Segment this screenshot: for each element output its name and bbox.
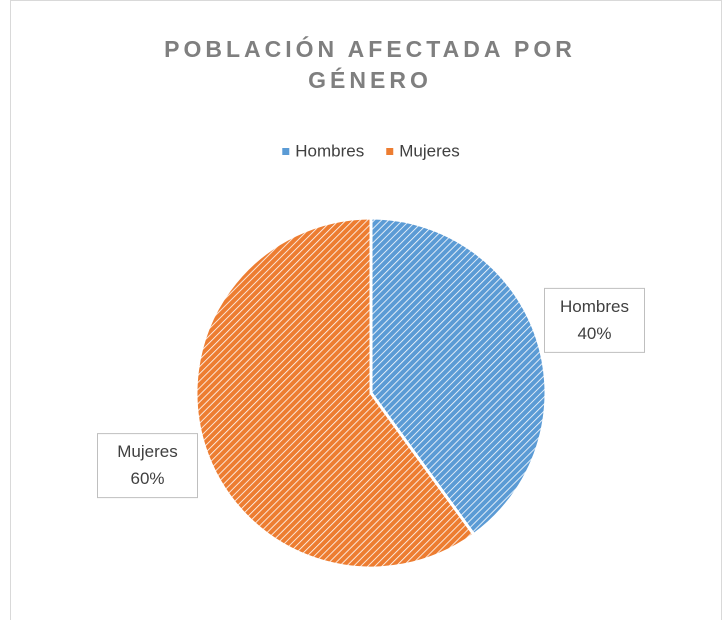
data-label-value: 60% xyxy=(130,469,164,488)
data-label-name: Mujeres xyxy=(117,442,177,461)
data-label-name: Hombres xyxy=(560,297,629,316)
legend-marker xyxy=(386,148,394,155)
legend-marker xyxy=(282,148,290,155)
legend-label: Mujeres xyxy=(399,141,459,160)
legend-label: Hombres xyxy=(295,141,364,160)
data-label-box xyxy=(97,433,199,499)
pie-slice xyxy=(369,216,548,537)
chart-frame xyxy=(10,0,722,620)
data-label-value: 40% xyxy=(577,324,611,343)
pie-slice xyxy=(194,216,476,570)
data-label-box xyxy=(543,287,645,353)
chart-title: POBLACIÓN AFECTADA POR GÉNERO xyxy=(164,36,576,93)
